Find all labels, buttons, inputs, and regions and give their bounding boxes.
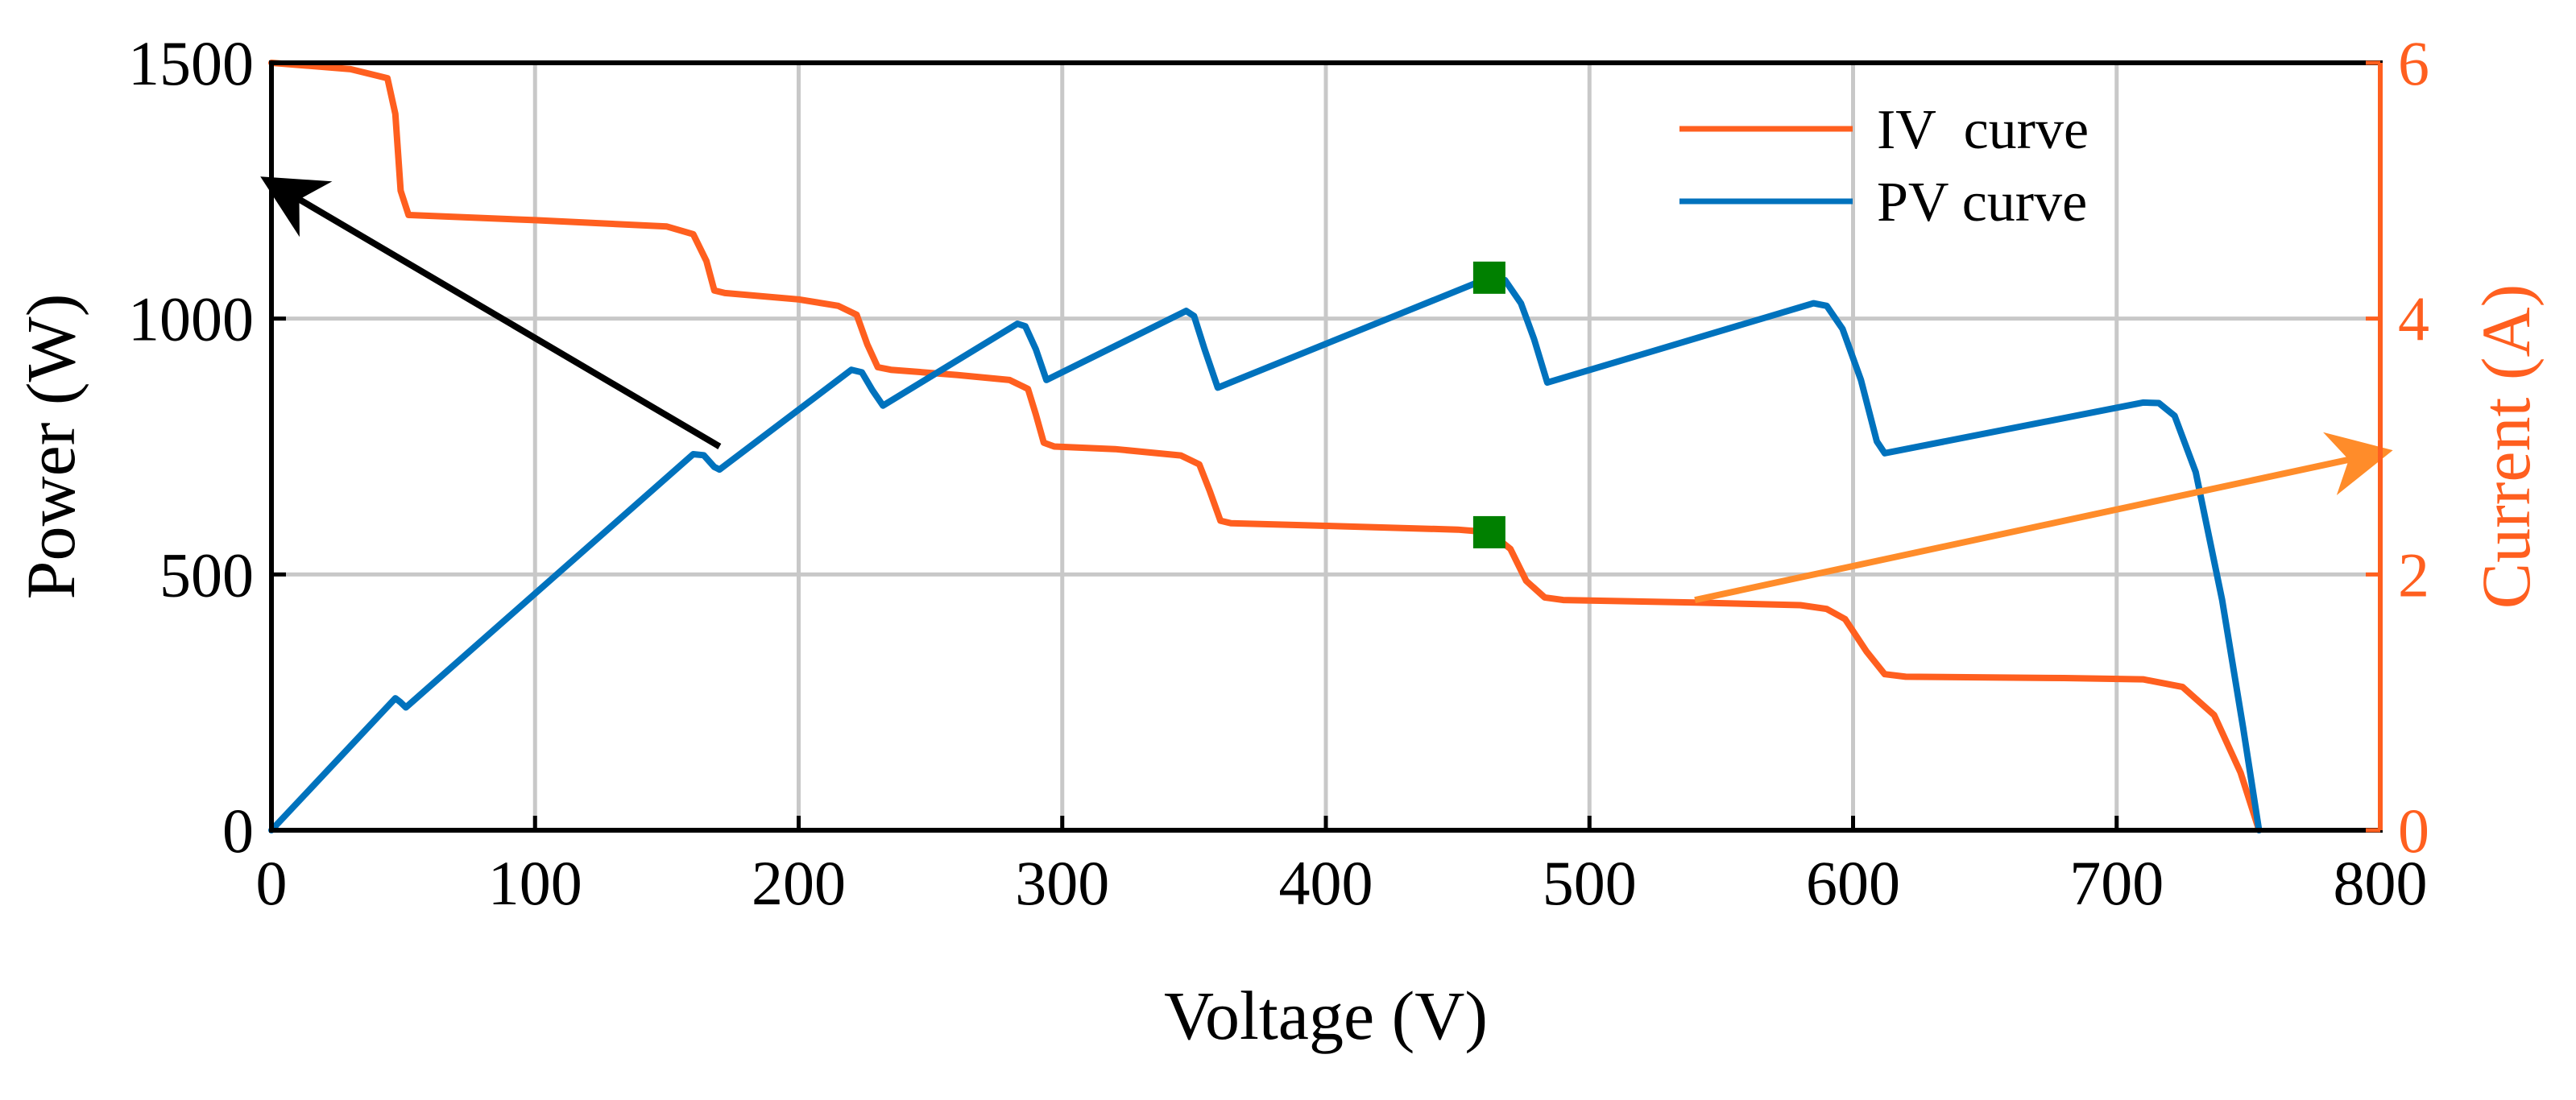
legend-pv-label: PV curve	[1877, 172, 2087, 234]
y-right-tick-label: 6	[2398, 28, 2429, 98]
marker-layer	[1472, 261, 1505, 548]
pv-curve-line	[268, 274, 2263, 833]
mpp-marker	[1472, 515, 1505, 548]
x-tick-label: 200	[752, 848, 846, 918]
y-right-tick-label: 2	[2398, 540, 2429, 610]
y-left-tick-label: 0	[222, 796, 254, 866]
y-left-tick-label: 1000	[128, 284, 254, 354]
arrow-to-current-axis	[1694, 432, 2393, 604]
legend-iv-label: IV curve	[1877, 99, 2089, 161]
annotation-layer	[260, 176, 2393, 604]
grid-layer	[271, 63, 2380, 830]
arrow-to-power-axis	[260, 176, 722, 449]
x-tick-label: 600	[1806, 848, 1900, 918]
tick-layer: 0 100 200 300 400 500 600 700 800050010001500024…	[128, 28, 2429, 918]
x-axis-title: Voltage (V)	[1164, 977, 1488, 1054]
y-left-tick-label: 1500	[128, 28, 254, 98]
y-right-tick-label: 0	[2398, 796, 2429, 866]
y-axis-left-title: Power (W)	[12, 294, 89, 600]
x-tick-label: 100	[488, 848, 582, 918]
legend: IV curve PV curve	[1679, 99, 2089, 234]
x-tick-label: 0	[256, 848, 288, 918]
x-tick-label: 700	[2069, 848, 2164, 918]
mpp-marker	[1472, 261, 1505, 294]
x-tick-label: 400	[1279, 848, 1373, 918]
iv-curve-line	[268, 60, 2263, 833]
y-right-tick-label: 4	[2398, 284, 2429, 354]
y-left-tick-label: 500	[159, 540, 254, 610]
x-tick-label: 800	[2334, 848, 2428, 918]
series-layer	[268, 60, 2263, 833]
x-tick-label: 500	[1543, 848, 1637, 918]
x-tick-label: 300	[1015, 848, 1109, 918]
y-axis-right-title: Current (A)	[2467, 284, 2545, 610]
